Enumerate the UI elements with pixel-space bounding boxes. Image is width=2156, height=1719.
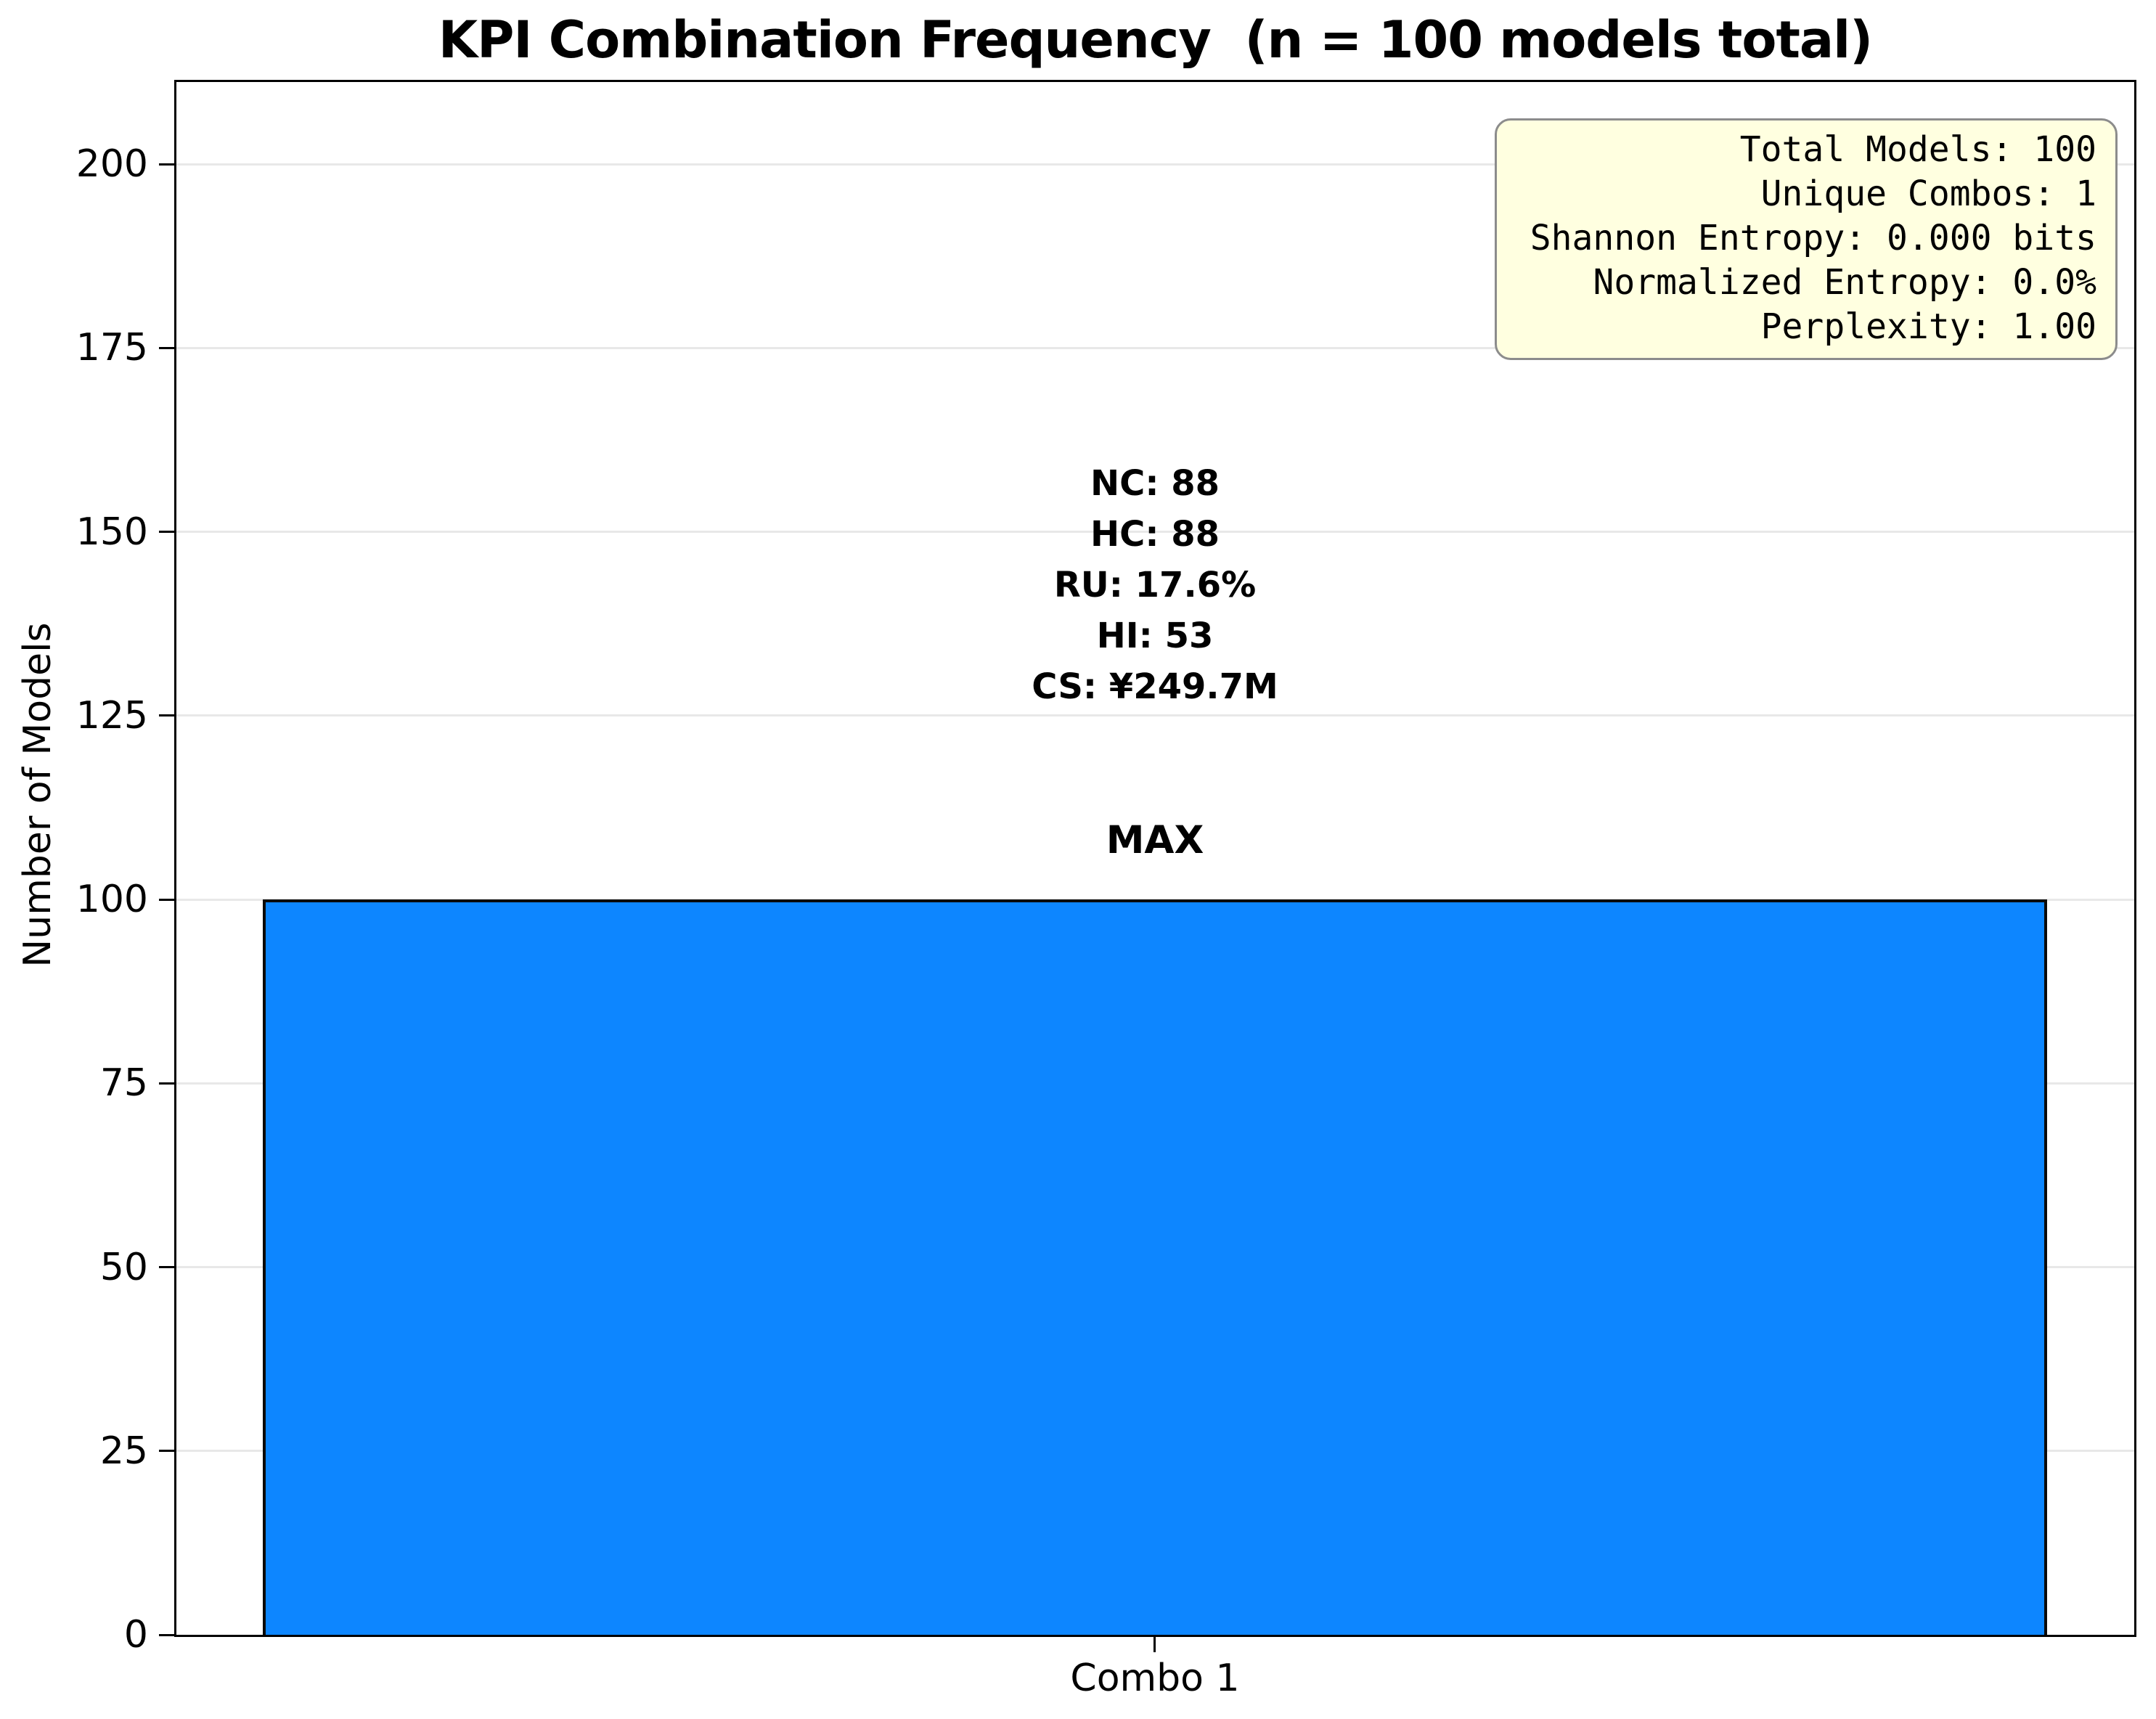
gridline-200: [176, 163, 2134, 166]
stats-line-shannon-entropy: Shannon Entropy: 0.000 bits: [1530, 218, 2096, 258]
bar-annotation: NC: 88 HC: 88 RU: 17.6% HI: 53 CS: ¥249.…: [1010, 458, 1300, 712]
y-tick-label-0: 0: [123, 1613, 148, 1657]
stats-line-total-models: Total Models: 100: [1739, 129, 2096, 170]
y-tick-label-50: 50: [99, 1245, 148, 1289]
bar-combo-1: [263, 899, 2047, 1635]
gridline-125: [176, 714, 2134, 717]
stats-line-perplexity: Perplexity: 1.00: [1760, 306, 2096, 347]
gridline-175: [176, 346, 2134, 349]
y-tick-label-100: 100: [75, 878, 148, 921]
annotation-line-hc: HC: 88: [1090, 514, 1220, 555]
gridline-150: [176, 531, 2134, 533]
bar-max-label: MAX: [1106, 818, 1204, 862]
y-tick-mark-125: [159, 714, 174, 717]
y-tick-mark-100: [159, 898, 174, 901]
y-tick-mark-175: [159, 346, 174, 349]
y-tick-mark-200: [159, 163, 174, 166]
stats-line-unique-combos: Unique Combos: 1: [1760, 173, 2096, 214]
y-tick-label-25: 25: [99, 1429, 148, 1473]
annotation-line-nc: NC: 88: [1090, 463, 1220, 504]
x-tick-label: Combo 1: [1070, 1657, 1240, 1700]
y-tick-mark-50: [159, 1266, 174, 1268]
x-tick-mark: [1153, 1637, 1156, 1652]
y-tick-mark-0: [159, 1633, 174, 1636]
y-tick-label-150: 150: [75, 510, 148, 554]
chart-title: KPI Combination Frequency (n = 100 model…: [438, 10, 1873, 70]
y-tick-mark-25: [159, 1450, 174, 1453]
stats-line-normalized-entropy: Normalized Entropy: 0.0%: [1593, 262, 2096, 303]
y-tick-mark-75: [159, 1082, 174, 1085]
annotation-line-ru: RU: 17.6%: [1053, 565, 1257, 605]
stats-box: Total Models: 100 Unique Combos: 1 Shann…: [1495, 118, 2118, 360]
plot-area: NC: 88 HC: 88 RU: 17.6% HI: 53 CS: ¥249.…: [174, 80, 2136, 1637]
y-tick-label-175: 175: [75, 326, 148, 370]
annotation-line-cs: CS: ¥249.7M: [1032, 666, 1278, 707]
y-tick-label-75: 75: [99, 1061, 148, 1106]
y-tick-label-125: 125: [75, 693, 148, 738]
y-tick-mark-150: [159, 531, 174, 533]
y-tick-label-200: 200: [75, 142, 148, 186]
annotation-line-hi: HI: 53: [1096, 616, 1214, 656]
